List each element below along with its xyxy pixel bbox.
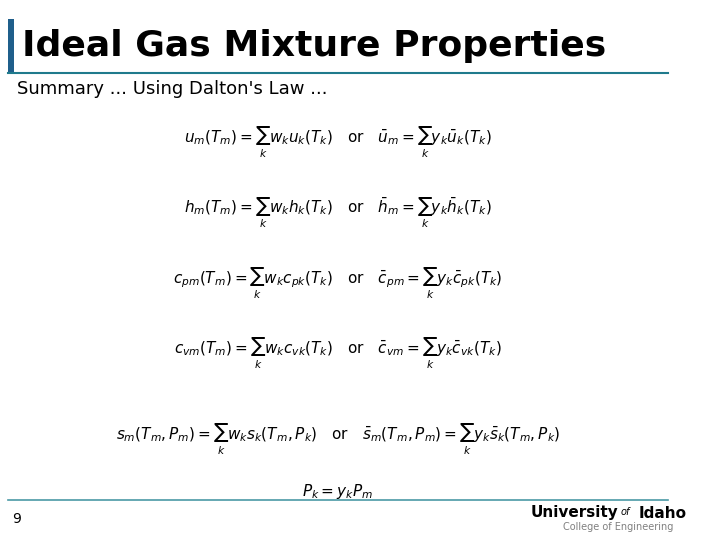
Text: of: of xyxy=(621,507,630,517)
Text: Ideal Gas Mixture Properties: Ideal Gas Mixture Properties xyxy=(22,29,606,63)
Text: $s_m(T_m,P_m) = \sum_k w_k s_k(T_m,P_k) \quad \text{or} \quad \bar{s}_m(T_m,P_m): $s_m(T_m,P_m) = \sum_k w_k s_k(T_m,P_k) … xyxy=(116,423,560,457)
Text: $P_k = y_k P_m$: $P_k = y_k P_m$ xyxy=(302,482,374,501)
Text: University: University xyxy=(531,505,618,521)
Text: $c_{vm}(T_m) = \sum_k w_k c_{vk}(T_k) \quad \text{or} \quad \bar{c}_{vm} = \sum_: $c_{vm}(T_m) = \sum_k w_k c_{vk}(T_k) \q… xyxy=(174,336,502,371)
Text: Idaho: Idaho xyxy=(639,505,687,521)
Text: College of Engineering: College of Engineering xyxy=(563,522,674,531)
Text: $h_m(T_m) = \sum_k w_k h_k(T_k) \quad \text{or} \quad \bar{h}_m = \sum_k y_k \ba: $h_m(T_m) = \sum_k w_k h_k(T_k) \quad \t… xyxy=(184,196,492,231)
FancyBboxPatch shape xyxy=(8,19,14,73)
Text: $u_m(T_m) = \sum_k w_k u_k(T_k) \quad \text{or} \quad \bar{u}_m = \sum_k y_k \ba: $u_m(T_m) = \sum_k w_k u_k(T_k) \quad \t… xyxy=(184,126,492,160)
Text: Summary ... Using Dalton's Law ...: Summary ... Using Dalton's Law ... xyxy=(17,80,328,98)
Text: 9: 9 xyxy=(12,512,21,526)
Text: $c_{pm}(T_m) = \sum_k w_k c_{pk}(T_k) \quad \text{or} \quad \bar{c}_{pm} = \sum_: $c_{pm}(T_m) = \sum_k w_k c_{pk}(T_k) \q… xyxy=(174,266,503,301)
